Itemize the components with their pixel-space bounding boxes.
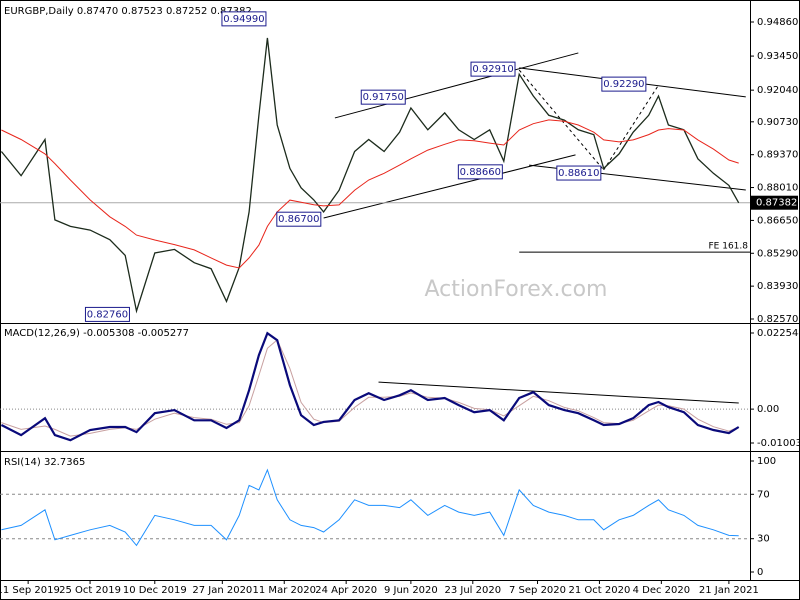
trendline	[518, 69, 605, 171]
y-tick-label: 0.83930	[757, 281, 798, 292]
panel-title: EURGBP,Daily 0.87470 0.87523 0.87252 0.8…	[4, 6, 252, 17]
series-line	[0, 331, 740, 442]
y-tick-label: 0.82570	[757, 314, 798, 325]
x-tick-label: 21 Jan 2021	[699, 585, 759, 596]
price-label: 0.86700	[278, 214, 319, 225]
trendline	[603, 84, 659, 171]
y-tick-label: 0.85290	[757, 248, 798, 259]
trendline	[334, 52, 579, 119]
price-label-box	[470, 61, 516, 77]
last-price-tag	[751, 195, 798, 210]
y-tick-label: 0.86650	[757, 215, 798, 226]
trendline	[378, 381, 739, 404]
x-tick-label: 23 Jul 2020	[444, 585, 501, 596]
x-tick-label: 10 Dec 2019	[123, 585, 187, 596]
y-tick-label: -0.010039	[757, 438, 800, 449]
price-label: 0.92910	[472, 64, 513, 75]
price-label: 0.91750	[363, 92, 404, 103]
price-label-box	[84, 306, 130, 322]
price-label-box	[457, 164, 503, 180]
x-tick-label: 24 Apr 2020	[315, 585, 377, 596]
series-line	[1, 468, 739, 547]
price-label: 0.88610	[558, 168, 599, 179]
y-tick-label: 0	[757, 567, 763, 578]
x-tick-label: 25 Oct 2019	[59, 585, 121, 596]
y-tick-label: 0.88010	[757, 183, 798, 194]
watermark: ActionForex.com	[425, 277, 608, 302]
panel-title: MACD(12,26,9) -0.005308 -0.005277	[4, 328, 189, 339]
series-line	[0, 37, 740, 314]
price-label-box	[601, 76, 647, 92]
fe-label: FE 161.8	[709, 242, 749, 252]
y-tick-label: 30	[757, 534, 770, 545]
price-label-box	[360, 89, 406, 105]
y-tick-label: 70	[757, 489, 770, 500]
x-tick-label: 11 Sep 2019	[0, 585, 60, 596]
y-tick-label: 0.92040	[757, 85, 798, 96]
price-label-box	[276, 211, 322, 227]
y-tick-label: 0.90730	[757, 117, 798, 128]
y-tick-label: 0.00	[757, 404, 779, 415]
x-tick-label: 11 Mar 2020	[253, 585, 316, 596]
x-tick-label: 7 Sep 2020	[509, 585, 566, 596]
x-tick-label: 21 Oct 2020	[569, 585, 631, 596]
y-tick-label: 0.93450	[757, 51, 798, 62]
price-label-box	[221, 11, 267, 27]
price-label: 0.94990	[223, 14, 264, 25]
last-price-label: 0.87382	[756, 198, 797, 209]
panel-title: RSI(14) 32.7365	[4, 457, 85, 468]
price-label: 0.82760	[87, 309, 128, 320]
price-label-box	[556, 165, 602, 181]
price-label: 0.88660	[460, 167, 501, 178]
y-tick-label: 0.022544	[757, 328, 800, 339]
x-tick-label: 27 Jan 2020	[192, 585, 252, 596]
x-tick-label: 4 Dec 2020	[633, 585, 691, 596]
price-label: 0.92290	[603, 79, 644, 90]
y-tick-label: 100	[757, 456, 776, 467]
y-tick-label: 0.89370	[757, 150, 798, 161]
y-tick-label: 0.94860	[757, 17, 798, 28]
x-tick-label: 9 Jun 2020	[384, 585, 438, 596]
series-line	[1, 119, 739, 269]
